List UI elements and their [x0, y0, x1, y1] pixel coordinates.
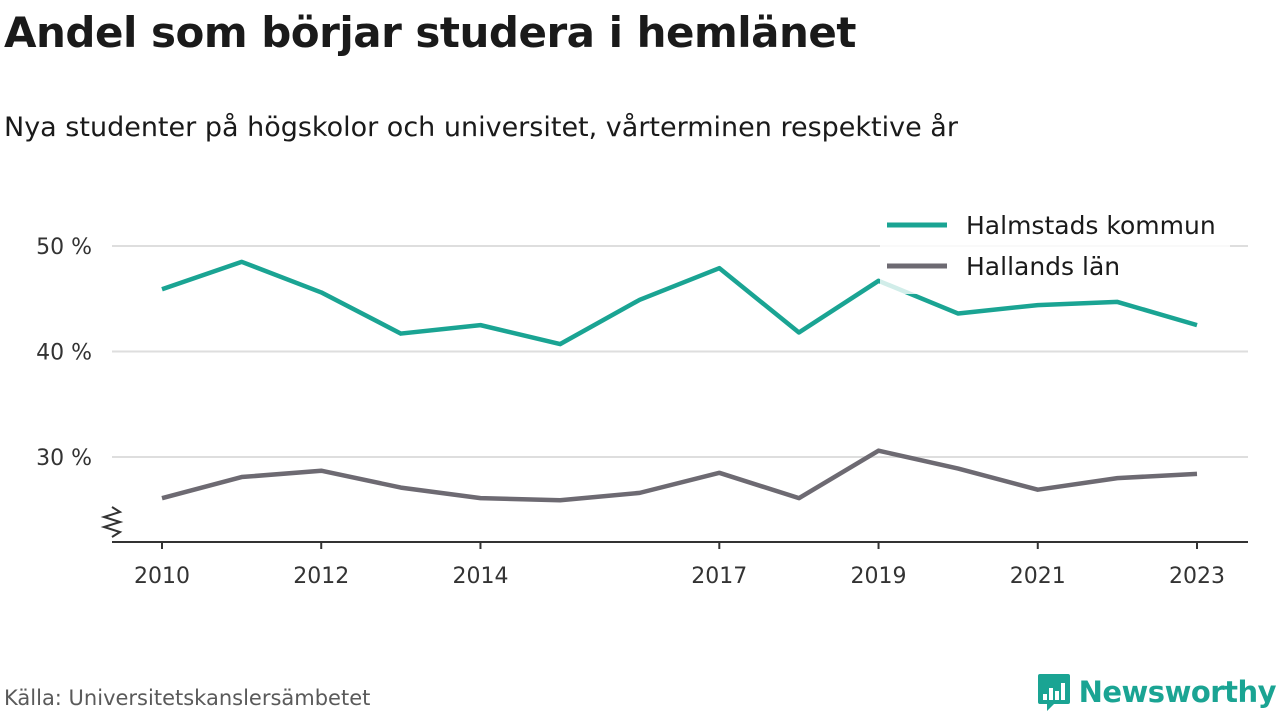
y-tick-label: 30 % — [36, 446, 92, 471]
x-tick-label: 2021 — [1010, 564, 1066, 589]
series-line — [161, 259, 1198, 347]
legend-label: Halmstads kommun — [966, 211, 1216, 240]
legend-backdrop — [880, 204, 1230, 294]
newsworthy-logo-icon — [1037, 674, 1070, 711]
legend-label: Hallands län — [966, 252, 1120, 281]
series-line — [161, 448, 1198, 503]
brand-logo: Newsworthy — [1037, 672, 1277, 712]
x-tick-label: 2012 — [293, 564, 349, 589]
x-tick-label: 2010 — [134, 564, 190, 589]
y-tick-label: 40 % — [36, 341, 92, 366]
chart-subtitle: Nya studenter på högskolor och universit… — [4, 112, 958, 143]
chart-title: Andel som börjar studera i hemlänet — [4, 8, 857, 57]
x-tick-label: 2023 — [1169, 564, 1225, 589]
y-axis-break-icon — [100, 506, 124, 538]
brand-name: Newsworthy — [1078, 675, 1277, 709]
x-tick-label: 2017 — [691, 564, 747, 589]
source-note: Källa: Universitetskanslersämbetet — [4, 686, 371, 710]
x-tick-label: 2019 — [851, 564, 907, 589]
y-tick-label: 50 % — [36, 235, 92, 260]
x-tick-label: 2014 — [452, 564, 508, 589]
